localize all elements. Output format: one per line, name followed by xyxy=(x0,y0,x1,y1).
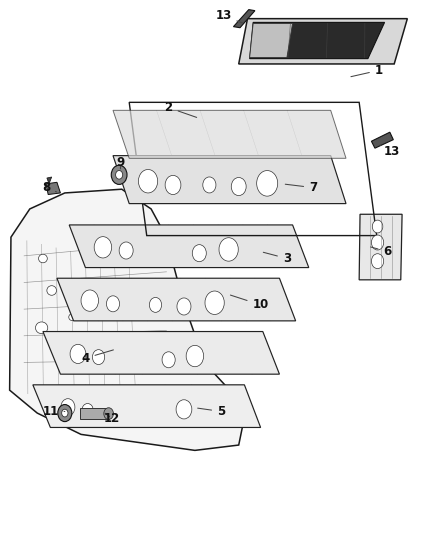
Polygon shape xyxy=(359,214,402,280)
Circle shape xyxy=(92,350,105,365)
Circle shape xyxy=(257,171,278,196)
Polygon shape xyxy=(371,132,393,148)
Polygon shape xyxy=(113,110,346,158)
Text: 10: 10 xyxy=(230,295,269,311)
Text: 13: 13 xyxy=(380,145,400,158)
Circle shape xyxy=(81,290,99,311)
Circle shape xyxy=(371,254,384,269)
Polygon shape xyxy=(250,22,385,59)
Polygon shape xyxy=(69,225,309,268)
Text: 6: 6 xyxy=(371,245,392,258)
Circle shape xyxy=(62,409,68,417)
Text: 2: 2 xyxy=(165,101,197,117)
Circle shape xyxy=(116,171,123,179)
Text: 11: 11 xyxy=(42,405,65,418)
Text: 9: 9 xyxy=(117,156,124,169)
Text: 5: 5 xyxy=(198,405,225,418)
Circle shape xyxy=(205,291,224,314)
Circle shape xyxy=(165,175,181,195)
Circle shape xyxy=(149,297,162,312)
Circle shape xyxy=(82,403,93,417)
Circle shape xyxy=(119,242,133,259)
Circle shape xyxy=(176,400,192,419)
Ellipse shape xyxy=(69,313,76,320)
Circle shape xyxy=(177,298,191,315)
Polygon shape xyxy=(47,177,52,184)
Ellipse shape xyxy=(35,322,48,334)
Ellipse shape xyxy=(47,286,57,295)
Circle shape xyxy=(104,408,113,419)
Polygon shape xyxy=(46,182,60,195)
Polygon shape xyxy=(250,23,293,58)
Circle shape xyxy=(58,405,72,422)
Polygon shape xyxy=(233,10,255,28)
Circle shape xyxy=(70,344,86,364)
Polygon shape xyxy=(113,156,346,204)
Circle shape xyxy=(61,399,75,416)
Ellipse shape xyxy=(60,351,67,358)
Ellipse shape xyxy=(39,254,47,263)
Circle shape xyxy=(203,177,216,193)
Circle shape xyxy=(106,296,120,312)
Polygon shape xyxy=(239,19,407,64)
Text: 8: 8 xyxy=(42,181,57,194)
Text: 3: 3 xyxy=(263,252,291,265)
Circle shape xyxy=(192,245,206,262)
Circle shape xyxy=(371,235,384,250)
Text: 13: 13 xyxy=(215,10,243,23)
Circle shape xyxy=(162,352,175,368)
Circle shape xyxy=(94,237,112,258)
Circle shape xyxy=(186,345,204,367)
Polygon shape xyxy=(57,278,296,321)
Text: 7: 7 xyxy=(285,181,317,194)
Polygon shape xyxy=(43,332,279,374)
Circle shape xyxy=(231,177,246,196)
Text: 1: 1 xyxy=(351,64,383,77)
Polygon shape xyxy=(33,385,261,427)
Circle shape xyxy=(111,165,127,184)
Circle shape xyxy=(372,220,383,233)
Polygon shape xyxy=(10,189,243,450)
Polygon shape xyxy=(80,408,109,419)
Text: 12: 12 xyxy=(103,412,120,425)
Circle shape xyxy=(138,169,158,193)
Circle shape xyxy=(219,238,238,261)
Text: 4: 4 xyxy=(81,350,113,365)
